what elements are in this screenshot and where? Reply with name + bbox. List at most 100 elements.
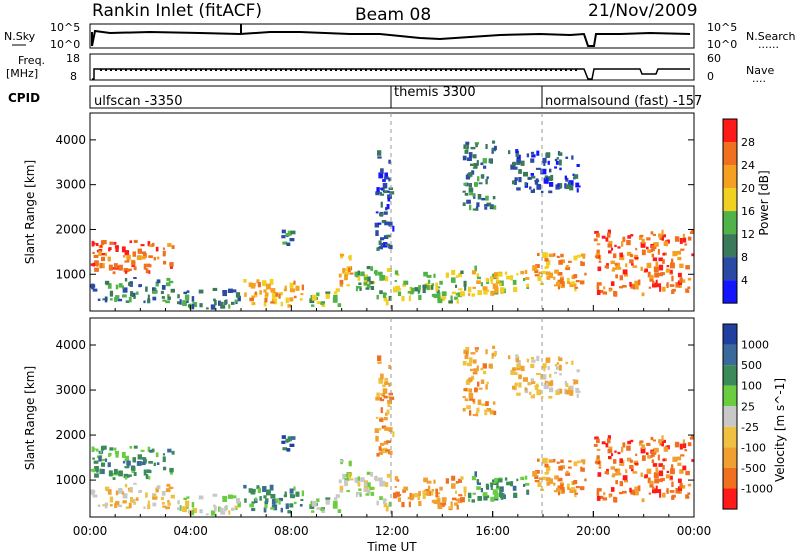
data-cell — [573, 461, 578, 467]
data-cell — [113, 447, 117, 451]
data-cell — [629, 459, 633, 463]
data-cell — [321, 509, 326, 513]
data-cell — [355, 285, 358, 292]
data-cell — [451, 497, 457, 501]
data-cell — [555, 366, 559, 370]
data-cell — [613, 290, 616, 297]
data-cell — [161, 296, 165, 299]
data-cell — [548, 395, 553, 399]
data-cell — [557, 279, 562, 284]
data-cell — [99, 468, 103, 475]
data-cell — [92, 251, 95, 254]
data-cell — [629, 487, 632, 493]
data-cell — [149, 449, 154, 453]
data-cell — [192, 302, 198, 308]
freq-label-2: [MHz] — [6, 67, 38, 80]
data-cell — [482, 363, 487, 369]
data-cell — [530, 378, 534, 382]
data-cell — [546, 276, 551, 280]
data-cell — [541, 270, 547, 275]
data-cell — [248, 282, 253, 287]
data-cell — [436, 286, 441, 289]
data-cell — [124, 455, 130, 461]
colorbar-tick-label: 20 — [741, 182, 755, 195]
data-cell — [379, 496, 383, 500]
data-cell — [514, 177, 518, 181]
data-cell — [480, 367, 484, 371]
data-cell — [665, 268, 670, 273]
data-cell — [654, 478, 660, 484]
data-cell — [198, 289, 204, 294]
data-cell — [266, 283, 271, 290]
data-cell — [376, 294, 379, 300]
data-cell — [652, 233, 656, 236]
data-cell — [661, 234, 666, 238]
data-cell — [431, 293, 435, 297]
data-cell — [656, 489, 662, 493]
power-panel: 1000 2000 3000 4000 Slant Range [km] 4 8 12 16… — [23, 112, 771, 312]
nave-label: Nave — [746, 64, 774, 77]
data-cell — [383, 416, 388, 421]
data-cell — [378, 246, 383, 249]
data-cell — [661, 439, 666, 443]
data-cell — [125, 506, 130, 509]
data-cell — [369, 280, 374, 285]
data-cell — [165, 300, 170, 304]
data-cell — [568, 385, 574, 392]
data-cell — [122, 287, 128, 293]
data-cell — [474, 208, 479, 211]
data-cell — [473, 368, 478, 374]
data-cell — [93, 254, 99, 258]
data-cell — [168, 486, 174, 490]
data-cell — [670, 475, 673, 480]
data-cell — [558, 152, 563, 156]
data-cell — [357, 482, 361, 487]
data-cell — [387, 399, 392, 405]
data-cell — [460, 291, 465, 297]
data-cell — [402, 489, 406, 493]
data-cell — [497, 478, 503, 483]
data-cell — [377, 150, 382, 156]
data-cell — [443, 296, 447, 300]
data-cell — [610, 466, 616, 470]
data-cell — [262, 486, 267, 492]
data-cell — [418, 490, 421, 496]
data-cell — [143, 300, 146, 304]
data-cell — [598, 466, 602, 469]
data-cell — [661, 435, 664, 442]
data-cell — [560, 253, 564, 258]
data-cell — [608, 240, 613, 244]
data-cell — [468, 187, 474, 193]
data-cell — [559, 167, 562, 171]
data-cell — [224, 300, 227, 306]
data-cell — [99, 262, 103, 269]
data-cell — [687, 277, 692, 281]
data-cell — [379, 398, 385, 402]
data-cell — [596, 495, 601, 501]
data-cell — [339, 254, 345, 257]
data-cell — [547, 366, 550, 370]
data-cell — [570, 281, 576, 285]
data-cell — [670, 261, 674, 265]
data-cell — [656, 283, 662, 288]
data-cell — [477, 399, 482, 405]
data-cell — [312, 500, 317, 507]
data-cell — [626, 251, 632, 256]
data-cell — [126, 460, 131, 466]
data-cell — [370, 266, 374, 271]
data-cell — [363, 276, 368, 283]
data-cell — [384, 482, 389, 488]
data-cell — [560, 459, 564, 463]
data-cell — [102, 263, 105, 269]
data-cell — [431, 283, 435, 286]
data-cell — [143, 469, 147, 476]
data-cell — [677, 478, 682, 483]
data-cell — [516, 272, 519, 276]
data-cell — [549, 373, 552, 378]
data-cell — [574, 288, 577, 292]
data-cell — [685, 288, 689, 293]
data-cell — [483, 370, 487, 375]
data-cell — [160, 290, 164, 294]
data-cell — [411, 493, 415, 500]
data-cell — [620, 460, 625, 466]
